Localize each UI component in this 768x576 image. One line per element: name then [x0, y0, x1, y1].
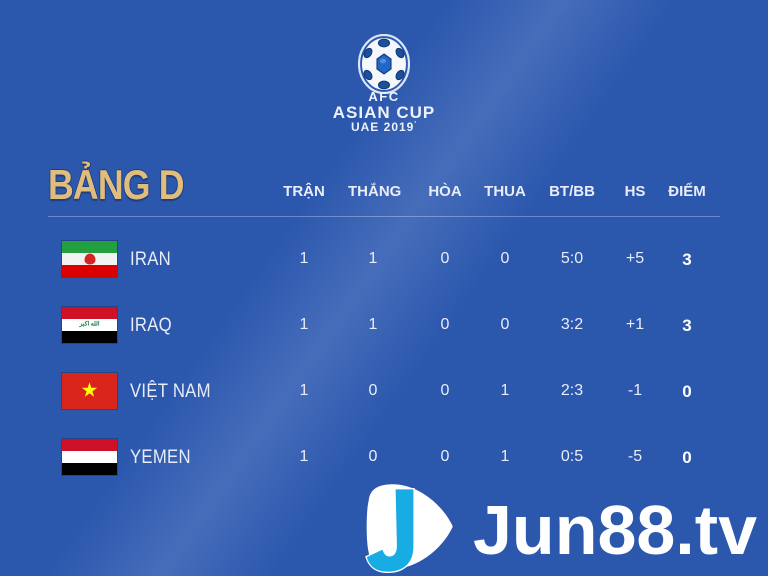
svg-text:Jun88.tv: Jun88.tv	[473, 491, 757, 569]
